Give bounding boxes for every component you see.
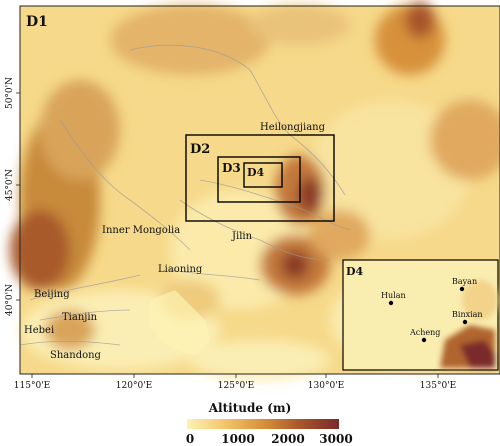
domain-label-d1: D1 [26, 14, 48, 30]
x-tick-labels: 115°0'E 120°0'E 125°0'E 130°0'E 135°0'E [14, 381, 456, 391]
city-label-hulan: Hulan [381, 291, 406, 300]
x-tick-0: 115°0'E [14, 381, 50, 391]
city-dot-hulan [389, 301, 393, 305]
label-beijing: Beijing [34, 289, 70, 300]
label-jilin: Jilin [231, 231, 253, 242]
legend-title: Altitude (m) [208, 401, 292, 415]
label-shandong: Shandong [50, 350, 102, 361]
city-dot-bayan [460, 287, 464, 291]
city-label-binxian: Binxian [452, 310, 483, 319]
d4-inset: D4 Bayan Hulan Binxian Acheng [343, 260, 498, 370]
legend-tick-0: 0 [186, 432, 194, 446]
y-tick-labels: 40°0'N 45°0'N 50°0'N [5, 77, 15, 316]
domain-label-d2: D2 [190, 142, 210, 157]
label-heilongjiang: Heilongjiang [260, 122, 326, 133]
legend-colorbar [187, 419, 339, 429]
y-tick-0: 40°0'N [5, 284, 15, 316]
city-label-acheng: Acheng [409, 328, 440, 337]
label-inner-mongolia: Inner Mongolia [102, 225, 180, 236]
inset-label: D4 [346, 265, 364, 278]
x-tick-3: 130°0'E [308, 381, 344, 391]
domain-label-d4: D4 [247, 166, 265, 179]
label-tianjin: Tianjin [62, 312, 98, 323]
legend-tick-2000: 2000 [271, 432, 304, 446]
x-tick-4: 135°0'E [420, 381, 456, 391]
city-dot-acheng [422, 338, 426, 342]
legend-tick-3000: 3000 [319, 432, 352, 446]
city-dot-binxian [463, 320, 467, 324]
domain-label-d3: D3 [222, 161, 241, 175]
y-tick-2: 50°0'N [5, 77, 15, 109]
x-tick-1: 120°0'E [116, 381, 152, 391]
label-liaoning: Liaoning [158, 264, 203, 275]
y-tick-1: 45°0'N [5, 169, 15, 201]
legend-tick-1000: 1000 [221, 432, 254, 446]
legend: Altitude (m) 0 1000 2000 3000 [186, 401, 353, 446]
x-tick-2: 125°0'E [218, 381, 254, 391]
city-label-bayan: Bayan [452, 277, 477, 286]
label-hebei: Hebei [24, 325, 54, 336]
